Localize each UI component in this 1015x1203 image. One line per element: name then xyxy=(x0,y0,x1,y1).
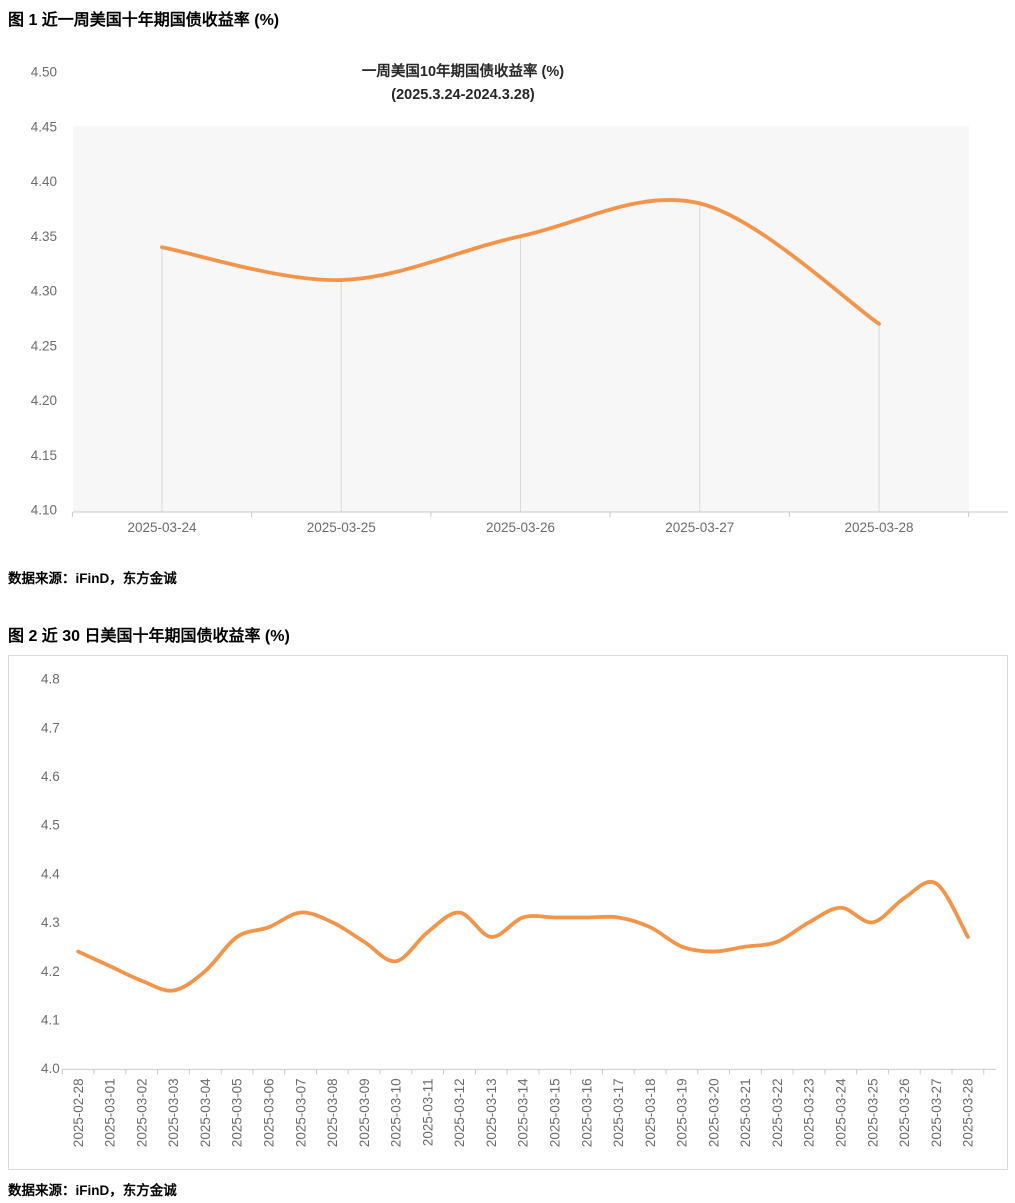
x-axis-label: 2025-03-16 xyxy=(579,1078,594,1147)
x-axis-label: 2025-03-15 xyxy=(547,1078,562,1147)
yield-line xyxy=(160,198,881,326)
y-axis-label: 4.3 xyxy=(41,915,60,930)
y-axis-label: 4.1 xyxy=(41,1012,60,1027)
x-axis-label: 2025-02-28 xyxy=(71,1078,86,1147)
x-axis-label: 2025-03-25 xyxy=(865,1078,880,1147)
figure2-source: 数据来源：iFinD，东方金诚 xyxy=(8,1183,177,1198)
y-axis-label: 4.8 xyxy=(41,672,60,687)
y-axis-label: 4.30 xyxy=(31,284,57,299)
chart2-canvas: 4.8 4.7 4.6 4.5 4.4 4.3 4.2 4.1 4.0 2025-02-28 202… xyxy=(41,672,997,1147)
chart1-title: 一周美国10年期国债收益率 (%) xyxy=(361,64,565,80)
y-axis-label: 4.6 xyxy=(41,769,60,784)
x-axis-label: 2025-03-09 xyxy=(357,1078,372,1147)
x-axis-label: 2025-03-04 xyxy=(198,1078,213,1147)
x-axis-label: 2025-03-08 xyxy=(325,1078,340,1147)
x-axis-label: 2025-03-03 xyxy=(166,1078,181,1147)
y-axis-label: 4.25 xyxy=(31,338,57,353)
x-axis-label: 2025-03-05 xyxy=(230,1078,245,1147)
y-axis-label: 4.5 xyxy=(41,818,60,833)
chart1-subtitle: (2025.3.24-2024.3.28) xyxy=(391,87,535,103)
x-axis-label: 2025-03-06 xyxy=(262,1078,277,1147)
figure1-heading: 图 1 近一周美国十年期国债收益率 (%) xyxy=(8,12,280,29)
x-axis-label: 2025-03-26 xyxy=(897,1078,912,1147)
x-axis-label: 2025-03-19 xyxy=(675,1078,690,1147)
x-axis-label: 2025-03-14 xyxy=(516,1078,531,1147)
chart1-canvas: 4.50 4.45 4.40 4.35 4.30 4.25 4.20 4.15 4.10 2025… xyxy=(31,65,1008,535)
x-axis-label: 2025-03-20 xyxy=(706,1078,721,1147)
y-axis-label: 4.50 xyxy=(31,65,57,80)
x-axis-label: 2025-03-27 xyxy=(665,520,734,535)
x-axis-label: 2025-03-25 xyxy=(307,520,376,535)
x-axis-label: 2025-03-24 xyxy=(833,1078,848,1147)
x-axis-label: 2025-03-24 xyxy=(127,520,197,535)
y-axis-label: 4.20 xyxy=(31,393,57,408)
y-axis-label: 4.0 xyxy=(41,1061,60,1076)
x-axis-label: 2025-03-13 xyxy=(484,1078,499,1147)
x-axis-label: 2025-03-18 xyxy=(643,1078,658,1147)
y-axis-label: 4.15 xyxy=(31,448,57,463)
x-axis-label: 2025-03-11 xyxy=(420,1078,435,1146)
x-axis-label: 2025-03-21 xyxy=(738,1078,753,1147)
x-axis-label: 2025-03-17 xyxy=(611,1078,626,1147)
figure2-heading: 图 2 近 30 日美国十年期国债收益率 (%) xyxy=(8,628,290,645)
figure2-chart-frame: 4.8 4.7 4.6 4.5 4.4 4.3 4.2 4.1 4.0 2025-02-28 202… xyxy=(8,655,1008,1170)
y-axis-label: 4.10 xyxy=(31,503,57,518)
x-axis-label: 2025-03-02 xyxy=(134,1078,149,1147)
x-axis-label: 2025-03-26 xyxy=(486,520,555,535)
x-axis-label: 2025-03-23 xyxy=(802,1078,817,1147)
x-axis-label: 2025-03-07 xyxy=(293,1078,308,1147)
y-axis-label: 4.4 xyxy=(41,866,60,881)
yield-line xyxy=(76,879,970,993)
x-axis-label: 2025-03-27 xyxy=(929,1078,944,1147)
x-axis-label: 2025-03-12 xyxy=(452,1078,467,1147)
y-axis-label: 4.35 xyxy=(31,229,57,244)
y-axis-label: 4.40 xyxy=(31,174,57,189)
x-axis-label: 2025-03-28 xyxy=(961,1078,976,1147)
x-axis-label: 2025-03-01 xyxy=(103,1078,118,1147)
y-axis-label: 4.45 xyxy=(31,119,57,134)
y-axis-label: 4.2 xyxy=(41,964,60,979)
x-axis-label: 2025-03-10 xyxy=(389,1078,404,1147)
x-axis-label: 2025-03-28 xyxy=(844,520,913,535)
y-axis-label: 4.7 xyxy=(41,720,60,735)
figure1-source: 数据来源：iFinD，东方金诚 xyxy=(8,571,177,586)
x-axis-label: 2025-03-22 xyxy=(770,1078,785,1147)
